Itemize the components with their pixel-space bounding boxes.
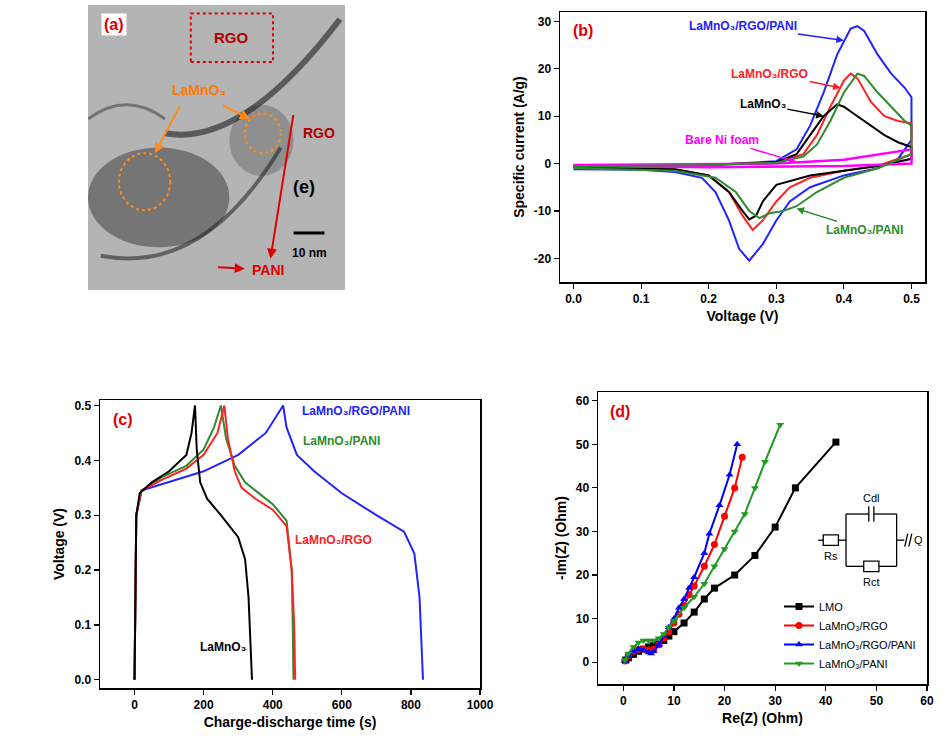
svg-text:40: 40 <box>576 481 590 495</box>
svg-text:-Im(Z) (Ohm): -Im(Z) (Ohm) <box>553 496 569 580</box>
svg-text:PANI: PANI <box>252 262 284 278</box>
svg-text:0.5: 0.5 <box>903 292 920 306</box>
svg-text:(c): (c) <box>113 411 133 428</box>
svg-text:LMO: LMO <box>819 601 843 613</box>
svg-text:20: 20 <box>576 568 590 582</box>
svg-text:0: 0 <box>582 655 589 669</box>
svg-text:Specific current (A/g): Specific current (A/g) <box>511 76 527 218</box>
svg-text:LaMnO₃: LaMnO₃ <box>172 82 226 98</box>
svg-text:LaMnO₃/RGO/PANI: LaMnO₃/RGO/PANI <box>302 404 410 418</box>
svg-text:LaMnO₃/PANI: LaMnO₃/PANI <box>303 434 380 448</box>
svg-text:400: 400 <box>263 698 283 712</box>
svg-text:30: 30 <box>768 694 782 708</box>
svg-text:LaMnO₃/RGO: LaMnO₃/RGO <box>731 67 808 81</box>
svg-text:(d): (d) <box>610 403 630 420</box>
svg-text:1000: 1000 <box>467 698 494 712</box>
svg-text:Charge-discharge time (s): Charge-discharge time (s) <box>204 714 377 730</box>
svg-text:Rct: Rct <box>863 576 880 588</box>
svg-text:0: 0 <box>544 157 551 171</box>
svg-text:10: 10 <box>576 612 590 626</box>
svg-text:50: 50 <box>576 438 590 452</box>
svg-text:(a): (a) <box>104 16 124 33</box>
svg-text:LaMnO₃/RGO: LaMnO₃/RGO <box>295 533 372 547</box>
svg-text:20: 20 <box>538 62 552 76</box>
svg-text:30: 30 <box>538 15 552 29</box>
svg-text:0: 0 <box>620 694 627 708</box>
svg-text:Q: Q <box>914 534 923 546</box>
svg-text:LaMnO₃: LaMnO₃ <box>200 640 246 654</box>
svg-text:60: 60 <box>920 694 934 708</box>
svg-text:10: 10 <box>667 694 681 708</box>
svg-text:(e): (e) <box>293 177 315 197</box>
svg-text:0.2: 0.2 <box>700 292 717 306</box>
svg-text:LaMnO₃/RGO: LaMnO₃/RGO <box>819 620 888 632</box>
svg-text:600: 600 <box>332 698 352 712</box>
svg-text:0: 0 <box>131 698 138 712</box>
svg-text:0.2: 0.2 <box>74 563 91 577</box>
svg-text:0.5: 0.5 <box>74 399 91 413</box>
svg-text:RGO: RGO <box>214 29 249 46</box>
svg-text:60: 60 <box>576 394 590 408</box>
svg-text:0.3: 0.3 <box>74 508 91 522</box>
svg-text:Bare Ni foam: Bare Ni foam <box>685 133 759 147</box>
svg-text:LaMnO₃/PANI: LaMnO₃/PANI <box>819 658 887 670</box>
svg-text:(b): (b) <box>573 22 593 39</box>
svg-text:Voltage (V): Voltage (V) <box>706 308 778 324</box>
svg-text:LaMnO₃/RGO/PANI: LaMnO₃/RGO/PANI <box>819 639 916 651</box>
svg-text:0.1: 0.1 <box>74 618 91 632</box>
svg-text:800: 800 <box>401 698 421 712</box>
svg-text:LaMnO₃/RGO/PANI: LaMnO₃/RGO/PANI <box>689 19 797 33</box>
svg-text:0.1: 0.1 <box>633 292 650 306</box>
svg-text:0.4: 0.4 <box>74 454 91 468</box>
svg-text:LaMnO₃: LaMnO₃ <box>740 97 786 111</box>
svg-text:-20: -20 <box>534 252 552 266</box>
svg-text:30: 30 <box>576 525 590 539</box>
svg-text:Cdl: Cdl <box>863 492 880 504</box>
svg-text:LaMnO₃/PANI: LaMnO₃/PANI <box>826 223 903 237</box>
svg-text:RGO: RGO <box>303 125 335 141</box>
svg-text:200: 200 <box>194 698 214 712</box>
svg-text:Voltage (V): Voltage (V) <box>51 508 67 580</box>
svg-text:50: 50 <box>870 694 884 708</box>
svg-text:Rs: Rs <box>824 550 838 562</box>
svg-text:-10: -10 <box>534 204 552 218</box>
svg-text:0.4: 0.4 <box>836 292 853 306</box>
svg-text:0.0: 0.0 <box>565 292 582 306</box>
svg-text:40: 40 <box>819 694 833 708</box>
svg-text:0.0: 0.0 <box>74 673 91 687</box>
svg-text:Re(Z) (Ohm): Re(Z) (Ohm) <box>722 710 803 726</box>
svg-text:10 nm: 10 nm <box>292 246 327 260</box>
svg-text:20: 20 <box>718 694 732 708</box>
svg-text:10: 10 <box>538 109 552 123</box>
svg-text:0.3: 0.3 <box>768 292 785 306</box>
